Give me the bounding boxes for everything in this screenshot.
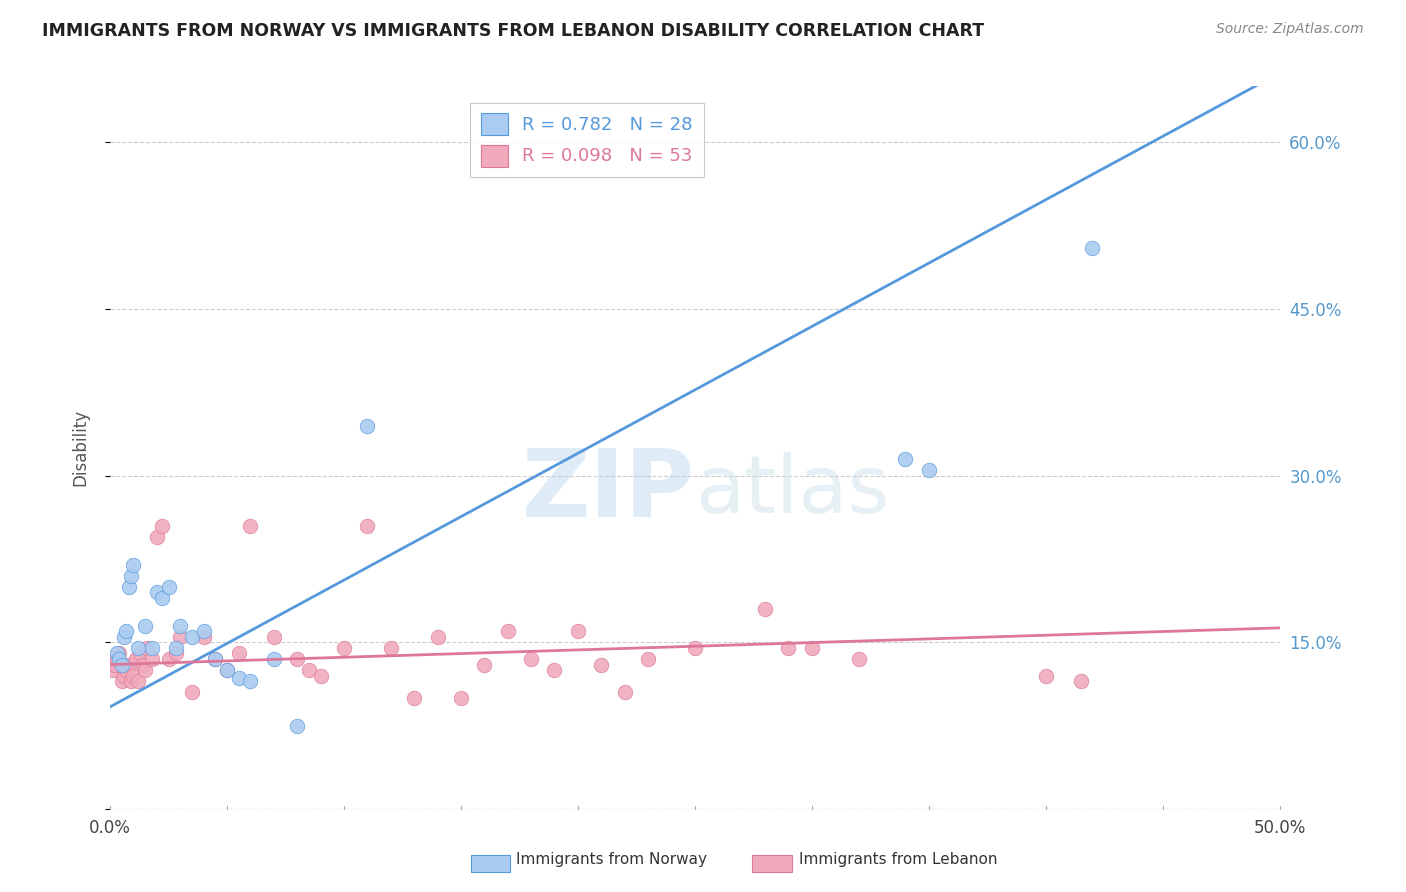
- Point: [215, 663, 238, 677]
- Point: [298, 663, 321, 677]
- Point: [120, 568, 142, 582]
- Point: [228, 671, 250, 685]
- Point: [141, 652, 163, 666]
- Point: [111, 674, 134, 689]
- Point: [118, 580, 141, 594]
- Point: [683, 640, 706, 655]
- Point: [181, 685, 204, 699]
- Point: [101, 663, 124, 677]
- Point: [169, 630, 191, 644]
- Point: [115, 663, 138, 677]
- Legend: R = 0.782   N = 28, R = 0.098   N = 53: R = 0.782 N = 28, R = 0.098 N = 53: [470, 103, 703, 178]
- Point: [215, 663, 238, 677]
- Point: [134, 618, 156, 632]
- Point: [426, 630, 449, 644]
- Point: [450, 690, 472, 705]
- Point: [543, 663, 565, 677]
- Point: [848, 652, 870, 666]
- Y-axis label: Disability: Disability: [72, 409, 89, 486]
- Point: [228, 647, 250, 661]
- Point: [356, 518, 378, 533]
- Point: [105, 647, 128, 661]
- Point: [239, 518, 262, 533]
- Point: [134, 663, 156, 677]
- Point: [115, 624, 138, 639]
- Text: Immigrants from Norway: Immigrants from Norway: [516, 852, 707, 867]
- Point: [157, 580, 180, 594]
- Point: [141, 640, 163, 655]
- Point: [132, 657, 155, 672]
- Point: [567, 624, 589, 639]
- Point: [380, 640, 402, 655]
- Point: [136, 640, 159, 655]
- Point: [204, 652, 226, 666]
- Point: [204, 652, 226, 666]
- Point: [1081, 241, 1104, 255]
- Point: [356, 418, 378, 433]
- Point: [150, 591, 173, 605]
- Point: [105, 652, 128, 666]
- Point: [108, 652, 131, 666]
- Text: Source: ZipAtlas.com: Source: ZipAtlas.com: [1216, 22, 1364, 37]
- Point: [778, 640, 800, 655]
- Point: [129, 647, 152, 661]
- Point: [165, 647, 187, 661]
- Point: [150, 518, 173, 533]
- Point: [112, 630, 135, 644]
- Point: [120, 674, 142, 689]
- Text: Immigrants from Lebanon: Immigrants from Lebanon: [799, 852, 997, 867]
- Point: [127, 674, 149, 689]
- Point: [754, 602, 776, 616]
- Point: [285, 652, 308, 666]
- Point: [285, 719, 308, 733]
- Point: [111, 657, 134, 672]
- Point: [309, 669, 332, 683]
- Point: [637, 652, 659, 666]
- Point: [1035, 669, 1057, 683]
- Text: IMMIGRANTS FROM NORWAY VS IMMIGRANTS FROM LEBANON DISABILITY CORRELATION CHART: IMMIGRANTS FROM NORWAY VS IMMIGRANTS FRO…: [42, 22, 984, 40]
- Point: [1070, 674, 1092, 689]
- Point: [125, 652, 148, 666]
- Point: [496, 624, 519, 639]
- Point: [404, 690, 426, 705]
- Point: [613, 685, 636, 699]
- Point: [118, 657, 141, 672]
- Point: [112, 669, 135, 683]
- Point: [193, 630, 215, 644]
- Point: [146, 585, 169, 599]
- Point: [165, 640, 187, 655]
- Point: [169, 618, 191, 632]
- Point: [122, 558, 145, 572]
- Point: [157, 652, 180, 666]
- Point: [333, 640, 356, 655]
- Point: [894, 451, 917, 466]
- Point: [520, 652, 543, 666]
- Point: [127, 640, 149, 655]
- Point: [146, 530, 169, 544]
- Text: ZIP: ZIP: [522, 445, 695, 537]
- Point: [800, 640, 823, 655]
- Point: [239, 674, 262, 689]
- Text: atlas: atlas: [695, 452, 889, 530]
- Point: [181, 630, 204, 644]
- Point: [193, 624, 215, 639]
- Point: [263, 652, 285, 666]
- Point: [122, 669, 145, 683]
- Point: [591, 657, 613, 672]
- Point: [918, 463, 941, 477]
- Point: [108, 647, 131, 661]
- Point: [472, 657, 495, 672]
- Point: [104, 657, 127, 672]
- Point: [263, 630, 285, 644]
